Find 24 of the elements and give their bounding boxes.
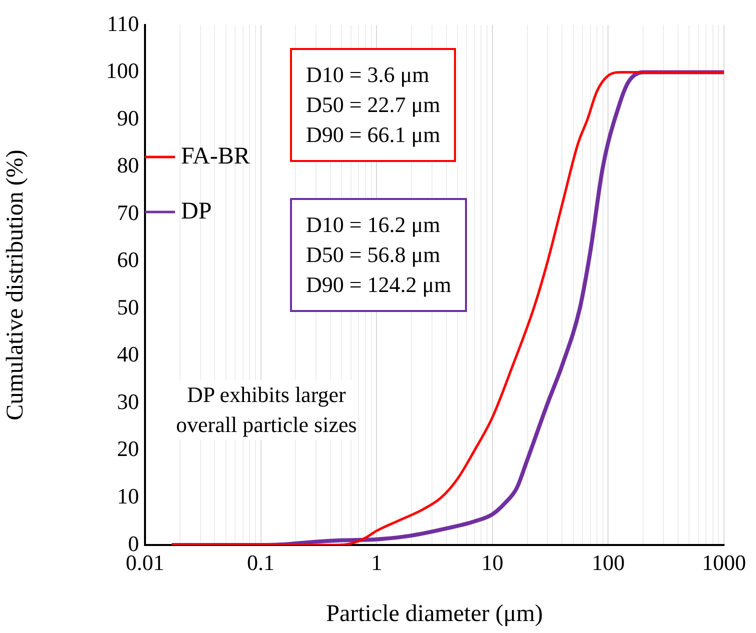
- y-tick-label: 40: [117, 342, 139, 367]
- annotation: D10 = 3.6 μm D50 = 22.7 μm D90 = 66.1 μm: [290, 48, 456, 162]
- x-tick-label: 10: [481, 550, 504, 575]
- legend-label: FA-BR: [181, 143, 250, 170]
- x-tick-label: 1000: [702, 550, 746, 575]
- y-tick-label: 20: [117, 436, 139, 462]
- y-axis-title: Cumulative distribution (%): [2, 150, 29, 420]
- x-tick-label: 1: [371, 550, 382, 575]
- y-tick-label: 80: [117, 152, 139, 178]
- x-tick-label: 100: [592, 550, 625, 575]
- y-tick-label: 70: [117, 200, 139, 225]
- y-tick-label: 90: [117, 105, 139, 130]
- annotation: D10 = 16.2 μm D50 = 56.8 μm D90 = 124.2 μm: [290, 198, 468, 312]
- x-tick-label: 0.1: [247, 550, 275, 575]
- legend-label: DP: [181, 198, 212, 224]
- annotation: DP exhibits larger overall particle sizes: [176, 380, 357, 440]
- y-tick-label: 50: [117, 294, 139, 320]
- y-tick-label: 30: [117, 388, 139, 414]
- y-tick-label: 100: [106, 58, 139, 84]
- y-tick-label: 60: [117, 247, 139, 272]
- y-tick-label: 110: [106, 10, 139, 36]
- x-axis-title: Particle diameter (μm): [326, 600, 543, 627]
- y-tick-label: 0: [128, 530, 139, 556]
- y-tick-label: 10: [117, 484, 139, 509]
